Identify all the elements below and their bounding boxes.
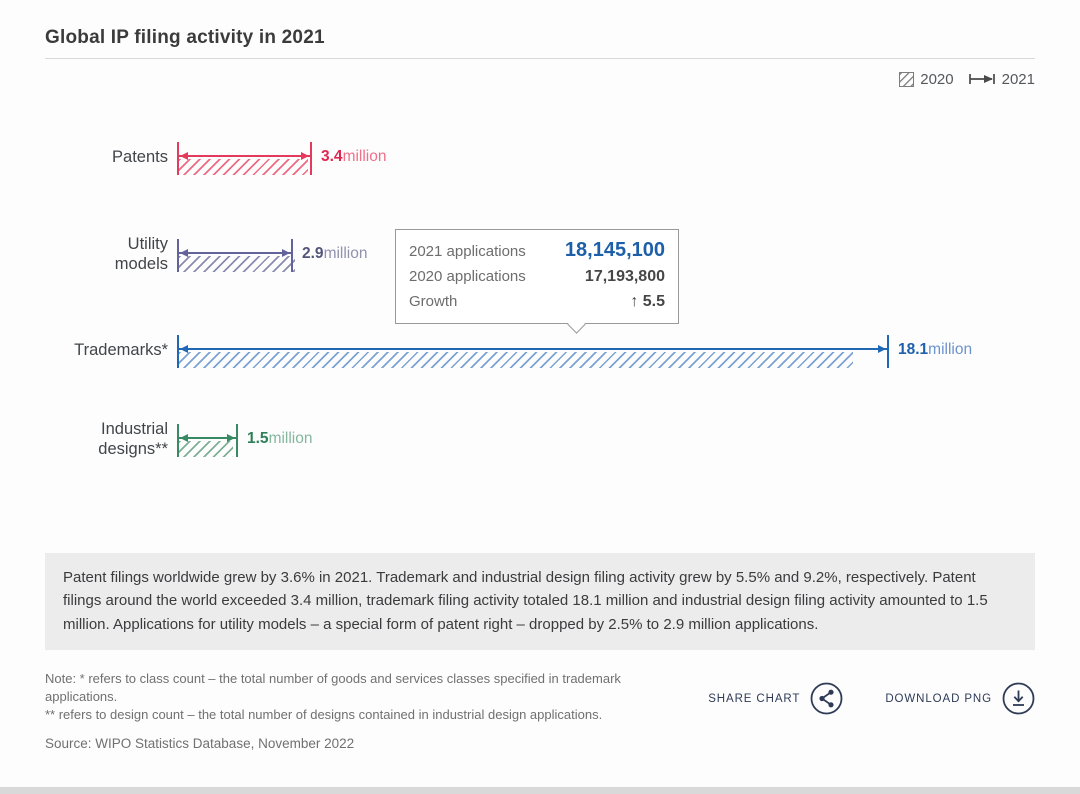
action-buttons: SHARE CHART DOWNLOAD PNG	[708, 682, 1035, 715]
tooltip-label: 2021 applications	[409, 243, 526, 260]
tooltip-label: Growth	[409, 293, 458, 310]
page-title: Global IP filing activity in 2021	[45, 27, 325, 48]
legend-item-2021[interactable]: 2021	[968, 71, 1035, 88]
share-chart-button[interactable]: SHARE CHART	[708, 682, 843, 715]
chart-rows: 2021 applications 18,145,100 2020 applic…	[45, 101, 1035, 553]
note-line-2: ** refers to design count – the total nu…	[45, 706, 603, 722]
arrowhead-left-icon	[180, 151, 188, 160]
share-icon	[810, 682, 843, 715]
tooltip-row: Growth ↑ 5.5	[409, 289, 665, 314]
measure-start-tick	[177, 424, 179, 457]
bar-2021-measure[interactable]	[178, 151, 311, 160]
tooltip-row: 2021 applications 18,145,100	[409, 238, 665, 264]
header-divider	[45, 58, 1035, 59]
measure-start-tick	[177, 239, 179, 272]
arrowhead-right-icon	[878, 344, 886, 353]
legend-item-2020[interactable]: 2020	[899, 70, 954, 88]
tooltip-value-2020: 17,193,800	[584, 268, 665, 285]
value-label: 2.9million	[302, 245, 368, 262]
value-label: 1.5million	[247, 430, 313, 447]
download-png-button[interactable]: DOWNLOAD PNG	[885, 682, 1035, 715]
bar-2021-measure[interactable]	[178, 433, 237, 442]
measure-start-tick	[177, 142, 179, 175]
measure-end-tick	[887, 335, 889, 368]
footer: Note: * refers to class count – the tota…	[45, 670, 1035, 753]
category-label: Utility models	[114, 235, 168, 273]
chart-tooltip: 2021 applications 18,145,100 2020 applic…	[395, 229, 679, 334]
value-label: 18.1million	[898, 341, 973, 358]
hatch-swatch-icon	[899, 71, 915, 87]
tooltip-growth-value: ↑ 5.5	[630, 293, 665, 310]
footnotes: Note: * refers to class count – the tota…	[45, 670, 660, 753]
bar-2021-measure[interactable]	[178, 344, 888, 353]
measure-end-tick	[310, 142, 312, 175]
category-label: Industrial designs**	[98, 420, 168, 458]
bar-2020-hatch[interactable]	[179, 352, 853, 368]
arrowhead-left-icon	[180, 344, 188, 353]
measure-end-tick	[236, 424, 238, 457]
category-label: Patents	[112, 148, 168, 167]
arrowhead-right-icon	[227, 433, 235, 442]
page-bottom-strip	[0, 787, 1080, 794]
legend-label-2021: 2021	[1001, 70, 1035, 88]
chart-legend: 2020 2021	[45, 67, 1035, 91]
tooltip-pointer	[567, 314, 586, 334]
arrowhead-right-icon	[301, 151, 309, 160]
tooltip-value-2021: 18,145,100	[564, 239, 665, 261]
bar-2021-measure[interactable]	[178, 248, 292, 257]
category-label: Trademarks*	[74, 341, 168, 360]
measure-start-tick	[177, 335, 179, 368]
note-line-1: Note: * refers to class count – the tota…	[45, 671, 621, 704]
legend-label-2020: 2020	[920, 70, 954, 88]
measure-end-tick	[291, 239, 293, 272]
arrowhead-left-icon	[180, 433, 188, 442]
download-png-label: DOWNLOAD PNG	[885, 692, 992, 705]
tooltip-label: 2020 applications	[409, 268, 526, 285]
download-icon	[1002, 682, 1035, 715]
bar-2020-hatch[interactable]	[179, 159, 308, 175]
source-line: Source: WIPO Statistics Database, Novemb…	[45, 736, 355, 752]
arrowhead-right-icon	[282, 248, 290, 257]
share-chart-label: SHARE CHART	[708, 692, 801, 705]
summary-box: Patent filings worldwide grew by 3.6% in…	[45, 553, 1035, 651]
tooltip-row: 2020 applications 17,193,800	[409, 264, 665, 289]
value-label: 3.4million	[321, 148, 387, 165]
arrowhead-left-icon	[180, 248, 188, 257]
bar-2020-hatch[interactable]	[179, 256, 295, 272]
chart-header: Global IP filing activity in 2021	[45, 27, 1035, 49]
measure-arrow-icon	[968, 74, 995, 84]
bar-2020-hatch[interactable]	[179, 441, 233, 457]
